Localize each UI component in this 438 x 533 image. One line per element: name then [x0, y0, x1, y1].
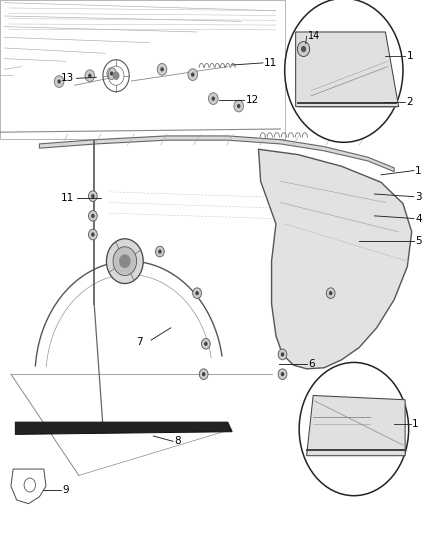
- Circle shape: [208, 93, 218, 104]
- Circle shape: [281, 372, 284, 376]
- Text: 1: 1: [406, 51, 413, 61]
- Text: 1: 1: [412, 419, 419, 429]
- Text: 11: 11: [264, 58, 277, 68]
- Circle shape: [212, 96, 215, 101]
- Circle shape: [297, 42, 310, 56]
- Circle shape: [110, 71, 113, 76]
- Circle shape: [199, 369, 208, 379]
- Polygon shape: [258, 149, 412, 369]
- Circle shape: [326, 288, 335, 298]
- Circle shape: [158, 249, 162, 254]
- Circle shape: [278, 349, 287, 360]
- Circle shape: [57, 79, 61, 84]
- Text: 14: 14: [308, 31, 320, 41]
- Circle shape: [234, 100, 244, 112]
- Circle shape: [301, 46, 306, 52]
- Circle shape: [119, 254, 131, 268]
- Bar: [0, 0, 285, 139]
- Circle shape: [113, 71, 120, 80]
- Polygon shape: [296, 32, 399, 107]
- Circle shape: [278, 369, 287, 379]
- Text: 4: 4: [415, 214, 422, 223]
- Circle shape: [88, 229, 97, 240]
- Text: 9: 9: [63, 485, 69, 495]
- Circle shape: [281, 352, 284, 357]
- Polygon shape: [15, 422, 232, 434]
- Circle shape: [193, 288, 201, 298]
- Circle shape: [237, 104, 240, 108]
- Circle shape: [91, 194, 95, 198]
- Text: 11: 11: [60, 193, 74, 203]
- Circle shape: [85, 70, 95, 82]
- Text: 5: 5: [415, 236, 422, 246]
- Text: 13: 13: [60, 74, 74, 83]
- Circle shape: [113, 247, 137, 276]
- Circle shape: [285, 0, 403, 142]
- Circle shape: [191, 72, 194, 77]
- Text: 6: 6: [308, 359, 314, 368]
- Text: 3: 3: [415, 192, 422, 201]
- Circle shape: [91, 232, 95, 237]
- Text: 7: 7: [136, 337, 142, 347]
- Circle shape: [91, 214, 95, 218]
- Polygon shape: [39, 136, 394, 172]
- Text: 2: 2: [406, 98, 413, 107]
- Circle shape: [188, 69, 198, 80]
- Text: 12: 12: [246, 95, 259, 104]
- Circle shape: [299, 362, 409, 496]
- Circle shape: [88, 74, 92, 78]
- Polygon shape: [307, 395, 405, 456]
- Circle shape: [160, 67, 164, 71]
- Circle shape: [195, 291, 199, 295]
- Circle shape: [157, 63, 167, 75]
- Text: 1: 1: [415, 166, 422, 175]
- Circle shape: [202, 372, 205, 376]
- Text: 8: 8: [174, 437, 181, 446]
- Circle shape: [88, 191, 97, 201]
- Circle shape: [329, 291, 332, 295]
- Circle shape: [54, 76, 64, 87]
- Circle shape: [107, 68, 117, 79]
- Circle shape: [201, 338, 210, 349]
- Circle shape: [88, 211, 97, 221]
- Circle shape: [106, 239, 143, 284]
- Circle shape: [155, 246, 164, 257]
- Circle shape: [204, 342, 208, 346]
